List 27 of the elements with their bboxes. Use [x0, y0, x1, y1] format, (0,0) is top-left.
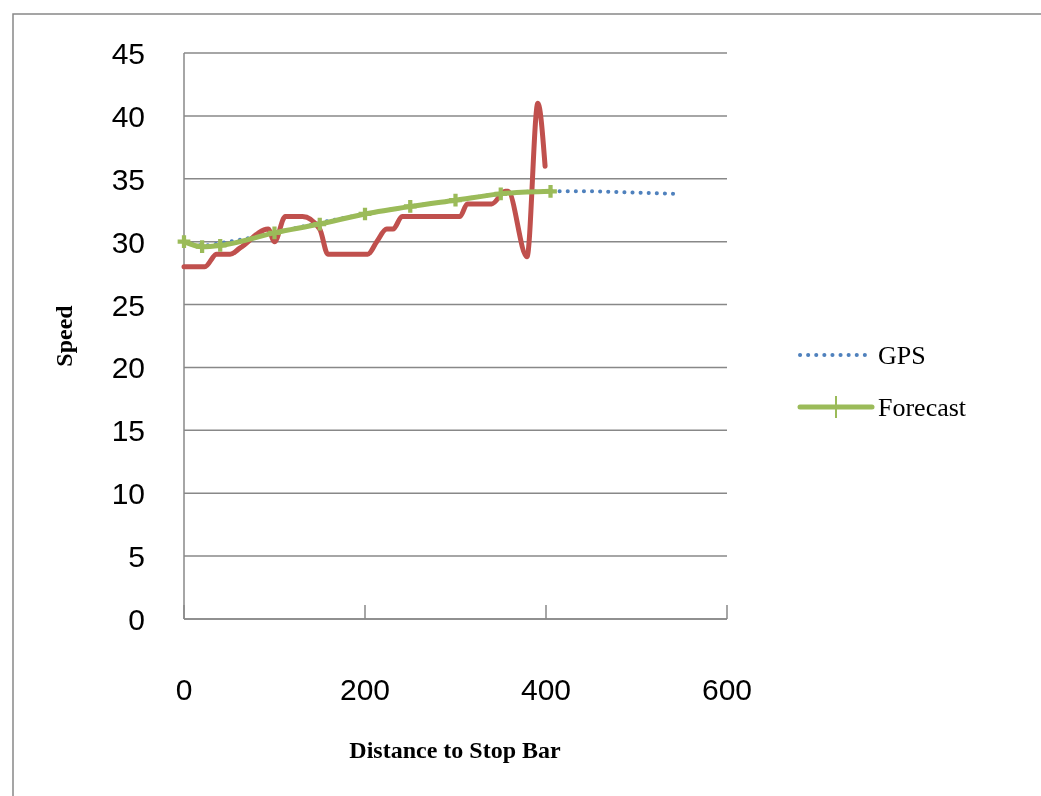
x-tick-label: 200 — [339, 673, 391, 706]
y-tick-label: 45 — [111, 37, 145, 70]
y-tick-label: 0 — [128, 603, 145, 636]
x-tick-label: 600 — [701, 673, 753, 706]
point — [403, 200, 417, 213]
y-tick-label: 20 — [111, 351, 145, 385]
x-tick-label: 400 — [520, 673, 572, 706]
x-axis-title: Distance to Stop Bar — [349, 737, 562, 763]
y-tick-label: 40 — [111, 99, 145, 133]
y-tick-label: 35 — [111, 162, 145, 196]
point — [313, 217, 327, 231]
legend-label: GPS — [878, 341, 926, 370]
point — [195, 240, 209, 254]
legend-label: Forecast — [878, 393, 967, 422]
y-axis-title: Speed — [51, 304, 77, 367]
point — [268, 226, 281, 240]
y-tick-label: 25 — [111, 288, 145, 322]
point — [544, 184, 557, 198]
point — [177, 235, 191, 249]
y-tick-label: 5 — [128, 540, 145, 574]
x-tick-label: 0 — [175, 673, 193, 706]
y-tick-label: 30 — [111, 225, 145, 259]
y-tick-label: 10 — [111, 477, 145, 511]
y-tick-label: 15 — [111, 414, 145, 448]
point — [213, 239, 227, 252]
point — [449, 193, 462, 207]
point — [494, 187, 508, 201]
